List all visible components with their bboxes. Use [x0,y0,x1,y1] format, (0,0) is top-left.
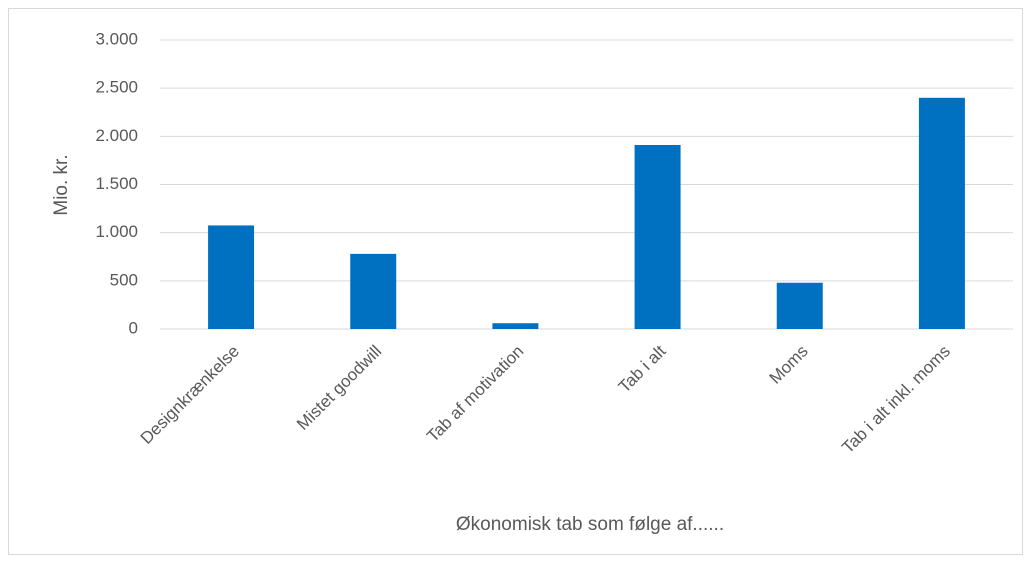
bar [350,253,397,329]
chart-border [8,8,1023,555]
y-tick-label: 3.000 [95,29,138,48]
bar [634,145,681,329]
y-axis-label: Mio. kr. [51,154,72,215]
y-tick-label: 0 [129,318,138,337]
bar [776,282,823,329]
y-tick-label: 2.000 [95,126,138,145]
y-tick-label: 1.000 [95,222,138,241]
bar [492,323,539,329]
bar [208,225,255,329]
y-tick-label: 500 [110,270,138,289]
y-tick-label: 2.500 [95,78,138,97]
bar [918,97,965,329]
y-tick-label: 1.500 [95,174,138,193]
x-axis-label: Økonomisk tab som følge af...... [456,514,724,535]
